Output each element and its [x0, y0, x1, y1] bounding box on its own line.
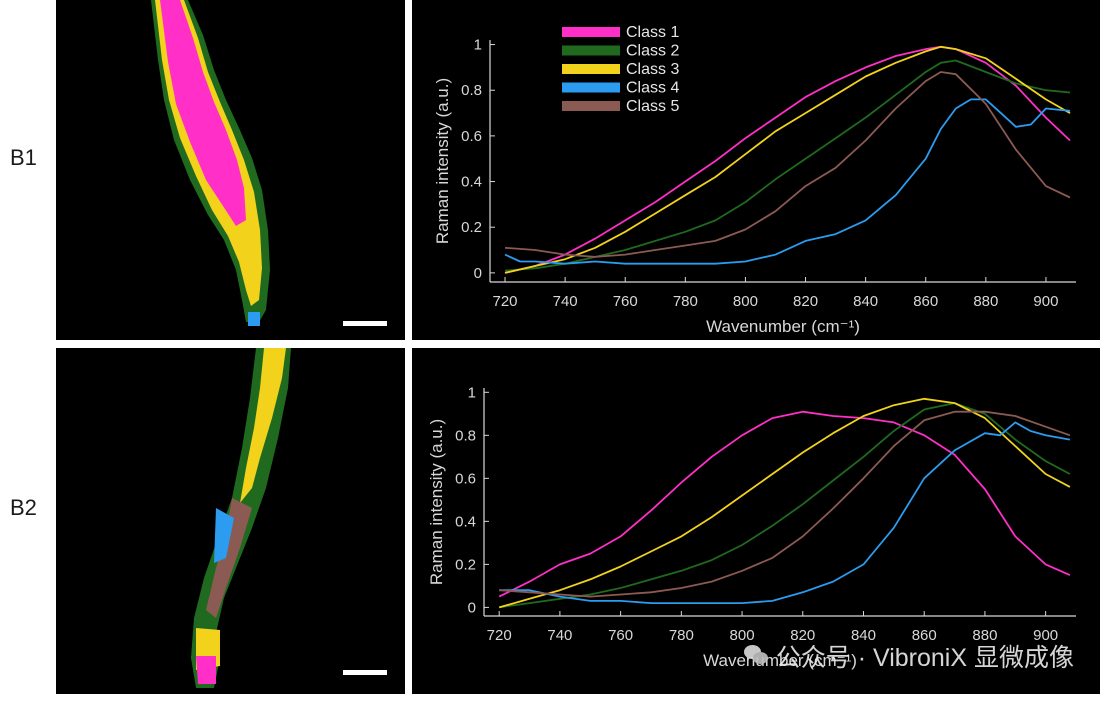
segmentation-image-b2 — [191, 348, 387, 688]
y-tick-label: 1 — [468, 384, 476, 401]
series-line-class-3 — [504, 45, 1071, 274]
x-tick-label: 760 — [613, 293, 638, 310]
x-tick-label: 900 — [1033, 293, 1058, 310]
x-tick-label: 800 — [733, 293, 758, 310]
y-tick-label: 0.2 — [461, 219, 482, 236]
segmentation-map-b1 — [56, 0, 405, 340]
x-tick-label: 840 — [853, 293, 878, 310]
watermark: 公众号 · VibroniX 显微成像 — [743, 638, 1074, 674]
x-tick-label: 760 — [608, 627, 633, 644]
x-tick-label: 860 — [912, 627, 937, 644]
legend-label-class-5: Class 5 — [626, 98, 679, 115]
wechat-icon — [743, 645, 770, 667]
series-line-class-4 — [499, 421, 1071, 605]
fiber-yellow-upper-b2 — [240, 348, 286, 503]
row-label-b2: B2 — [10, 495, 37, 520]
fiber-brown-region-b2 — [206, 498, 252, 618]
y-tick-label: 1 — [474, 37, 482, 54]
series-line-class-2 — [504, 59, 1071, 272]
legend-swatch-class-3 — [562, 64, 620, 74]
series-line-class-5 — [499, 410, 1071, 598]
scale-bar-b1 — [343, 321, 387, 326]
fiber-blue-region-b2 — [214, 508, 234, 563]
series-line-class-1 — [504, 45, 1071, 274]
y-tick-label: 0 — [474, 265, 482, 282]
x-tick-label: 740 — [547, 627, 572, 644]
x-axis-label: Wavenumber (cm⁻¹) — [703, 651, 857, 670]
watermark-text: 公众号 · VibroniX 显微成像 — [775, 644, 1074, 672]
scale-bar-b2 — [343, 670, 387, 675]
x-tick-label: 720 — [487, 627, 512, 644]
y-tick-label: 0.4 — [461, 174, 482, 191]
chart-b2: 0 0.2 0.4 0.6 0.8 1 720 740 760 780 800 820 840 860 88… — [427, 384, 1076, 670]
legend-swatch-class-1 — [562, 27, 620, 37]
series-line-class-1 — [498, 410, 1071, 598]
x-tick-label: 840 — [851, 627, 876, 644]
legend-swatch-class-5 — [562, 101, 620, 111]
legend-label-class-1: Class 1 — [626, 24, 679, 41]
chart-b1: 0 0.2 0.4 0.6 0.8 1 720 740 760 780 800 820 840 860 88… — [433, 24, 1076, 336]
chart-panel-b1: 0 0.2 0.4 0.6 0.8 1 720 740 760 780 800 820 840 860 88… — [412, 0, 1100, 340]
legend-label-class-4: Class 4 — [626, 80, 679, 97]
y-tick-label: 0.8 — [461, 82, 482, 99]
legend-swatch-class-2 — [562, 45, 620, 56]
fiber-magenta-region-b1 — [160, 0, 246, 226]
legend-label-class-2: Class 2 — [626, 43, 679, 60]
x-tick-label: 880 — [973, 293, 998, 310]
fiber-magenta-tip-b2 — [196, 656, 216, 684]
y-tick-label: 0.8 — [455, 427, 476, 444]
x-tick-label: 820 — [790, 627, 815, 644]
x-tick-label: 720 — [493, 293, 518, 310]
legend-label-class-3: Class 3 — [626, 61, 679, 78]
row-label-b1: B1 — [10, 145, 37, 170]
fiber-blue-tip-b1 — [248, 312, 260, 326]
y-axis-label: Raman intensity (a.u.) — [433, 78, 452, 244]
legend-swatch-class-4 — [562, 82, 620, 93]
y-axis-label: Raman intensity (a.u.) — [427, 419, 446, 585]
x-tick-label: 860 — [913, 293, 938, 310]
series-line-class-4 — [504, 98, 1071, 265]
y-tick-label: 0.6 — [455, 470, 476, 487]
y-tick-label: 0.2 — [455, 556, 476, 573]
chart-panel-b2: 0 0.2 0.4 0.6 0.8 1 720 740 760 780 800 820 840 860 88… — [412, 348, 1100, 694]
x-axis-label: Wavenumber (cm⁻¹) — [706, 317, 860, 336]
x-tick-label: 820 — [793, 293, 818, 310]
x-tick-label: 780 — [669, 627, 694, 644]
y-tick-label: 0.4 — [455, 513, 476, 530]
segmentation-map-b2 — [56, 348, 405, 694]
series-line-class-5 — [504, 71, 1071, 258]
x-tick-label: 780 — [673, 293, 698, 310]
x-tick-label: 900 — [1033, 627, 1058, 644]
x-tick-label: 880 — [972, 627, 997, 644]
x-tick-label: 740 — [553, 293, 578, 310]
y-tick-label: 0.6 — [461, 128, 482, 145]
segmentation-image-b1 — [151, 0, 387, 326]
x-tick-label: 800 — [730, 627, 755, 644]
series-line-class-3 — [498, 397, 1071, 609]
y-tick-label: 0 — [468, 599, 476, 616]
